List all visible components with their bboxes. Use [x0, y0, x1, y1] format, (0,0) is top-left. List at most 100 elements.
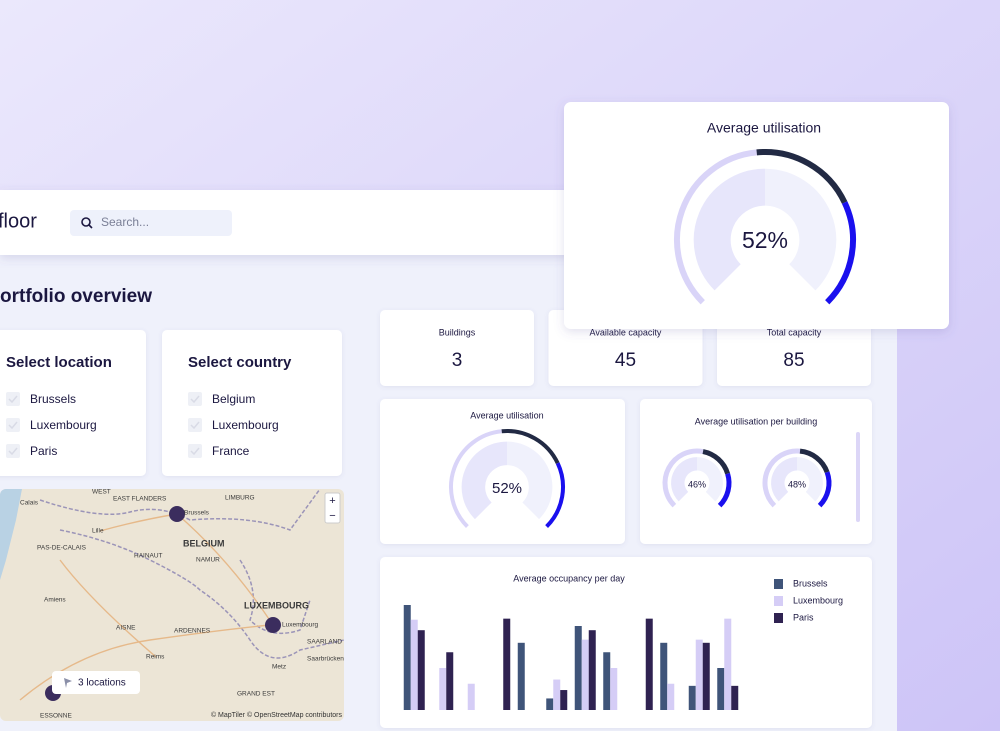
zoom-in[interactable]: + [329, 495, 335, 507]
bar [724, 618, 732, 710]
gauge-value [545, 462, 565, 529]
gauge-label: 52% [492, 480, 522, 497]
map-label: SAARLAND [307, 639, 342, 646]
gauge-track [662, 448, 704, 508]
bar [688, 685, 696, 710]
map-water [0, 489, 22, 580]
search-box[interactable] [70, 210, 232, 236]
checkmark [190, 395, 200, 404]
kpi-card [380, 310, 534, 386]
filter-option: Belgium [212, 392, 255, 406]
gauge-band [696, 457, 723, 502]
gauge-value [756, 149, 848, 204]
map-label: PAS-DE-CALAIS [37, 545, 87, 552]
bar [446, 652, 454, 710]
legend-swatch [774, 579, 783, 589]
map-attribution: © MapTiler © OpenStreetMap contributors [211, 711, 343, 719]
gauge-band [506, 441, 553, 520]
map-label: Calais [20, 500, 39, 507]
checkbox[interactable] [188, 444, 202, 458]
locations-icon [64, 678, 72, 688]
kpi-value: 85 [783, 350, 804, 371]
map-label: Metz [272, 664, 286, 671]
bar [503, 618, 511, 710]
legend-swatch [774, 613, 783, 623]
gauge-value [717, 472, 732, 508]
map-label: Amiens [44, 597, 66, 604]
popup-card [564, 102, 949, 329]
filter-option: Luxembourg [212, 418, 279, 432]
map-marker[interactable] [265, 617, 281, 633]
map-label: ESSONNE [40, 713, 72, 720]
bar [645, 618, 653, 710]
gauge-band [461, 441, 508, 520]
gauge-label: 46% [688, 479, 706, 489]
bar [439, 668, 447, 710]
gauge-value [799, 448, 830, 474]
map-label: GRAND EST [237, 691, 275, 698]
map-label: LUXEMBOURG [244, 600, 309, 610]
map-label: AISNE [116, 625, 136, 632]
kpi-value: 3 [452, 350, 463, 371]
checkbox[interactable] [6, 444, 20, 458]
checkbox[interactable] [6, 392, 20, 406]
gauge-track [449, 429, 502, 529]
chart-title: Average occupancy per day [513, 573, 625, 583]
map-marker[interactable] [169, 506, 185, 522]
popup-title: Average utilisation [707, 120, 821, 136]
legend-label: Luxembourg [793, 595, 843, 605]
locations-button[interactable] [52, 671, 140, 694]
gauge-track [674, 149, 758, 305]
map-label: EAST FLANDERS [113, 496, 167, 503]
gauge-label: 48% [788, 479, 806, 489]
filter-option: France [212, 444, 250, 458]
checkmark [190, 421, 200, 430]
checkbox[interactable] [188, 392, 202, 406]
bar [417, 630, 425, 710]
gauge-value [501, 429, 560, 465]
map-border [59, 529, 344, 659]
filter-option: Brussels [30, 392, 76, 406]
filter-title: Select country [188, 354, 292, 371]
gauge-band [771, 457, 798, 502]
page-title: ortfolio overview [0, 286, 152, 307]
filter-card [0, 330, 146, 476]
legend-label: Brussels [793, 578, 828, 588]
bar [731, 685, 739, 710]
checkbox[interactable] [188, 418, 202, 432]
map-label: LIMBURG [225, 495, 255, 502]
search-icon [81, 217, 91, 227]
bar [553, 679, 561, 710]
bar [403, 605, 411, 710]
map-label: Reims [146, 654, 165, 661]
checkbox[interactable] [6, 418, 20, 432]
chart-card [380, 557, 872, 728]
search-placeholder: Search... [101, 215, 149, 229]
gauge-band [764, 168, 837, 291]
checkmark [8, 395, 18, 404]
zoom-out[interactable]: − [329, 510, 335, 522]
bar [581, 639, 589, 710]
gauge-value [702, 449, 730, 475]
map-border [239, 559, 311, 635]
logo: floor [0, 210, 37, 232]
bar [667, 683, 675, 710]
gauge-value [817, 471, 832, 508]
bar [588, 630, 596, 710]
map-label: Saarbrücken [307, 656, 344, 663]
map-label: BELGIUM [183, 538, 225, 548]
bar [574, 626, 582, 710]
checkmark [190, 447, 200, 456]
map-label: ARDENNES [174, 628, 211, 635]
bar [695, 639, 703, 710]
bar [410, 619, 418, 710]
scrollbar[interactable] [856, 432, 860, 522]
filter-title: Select location [6, 354, 112, 371]
bar [717, 668, 725, 710]
kpi-label: Available capacity [590, 327, 662, 337]
zoom-control [324, 492, 341, 524]
